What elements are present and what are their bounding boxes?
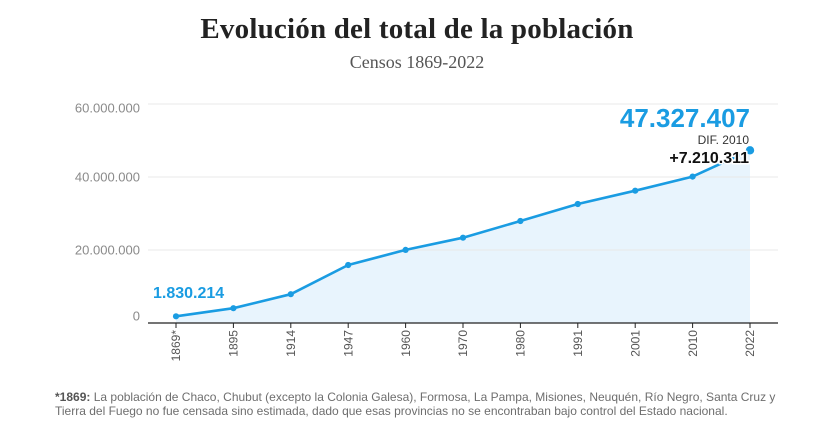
chart-subtitle: Censos 1869-2022 xyxy=(349,52,485,72)
footnote-text: La población de Chaco, Chubut (excepto l… xyxy=(55,390,776,418)
data-point xyxy=(745,146,755,155)
data-point xyxy=(172,313,180,320)
x-tick-label: 1960 xyxy=(399,330,413,357)
data-point xyxy=(574,200,581,208)
diff-value-label: +7.210.311 xyxy=(669,150,749,167)
y-tick-label: 40.000.000 xyxy=(75,170,140,185)
last-value-label: 47.327.407 xyxy=(620,103,750,133)
footnote-label: *1869: xyxy=(55,390,91,404)
data-point xyxy=(689,173,696,180)
x-tick-label: 1914 xyxy=(284,330,298,357)
diff-label: DIF. 2010 xyxy=(698,133,750,147)
data-point xyxy=(230,305,237,312)
x-tick-label: 1869* xyxy=(169,330,183,362)
x-tick-label: 2022 xyxy=(743,330,757,357)
points-layer xyxy=(172,146,755,320)
y-tick-label: 60.000.000 xyxy=(75,101,140,116)
chart-title: Evolución del total de la población xyxy=(200,13,634,45)
y-axis-labels: 0 20.000.000 40.000.000 60.000.000 xyxy=(75,101,140,324)
annotations: 1.830.214 47.327.407 DIF. 2010 +7.210.31… xyxy=(153,103,751,302)
data-point xyxy=(287,291,294,298)
x-tick-label: 1991 xyxy=(571,330,585,357)
data-point xyxy=(632,187,639,194)
data-point xyxy=(345,261,352,269)
x-axis: 1869* 1895 1914 1947 1960 1970 1980 1991 2001 201… xyxy=(148,322,778,362)
x-tick-label: 1895 xyxy=(227,330,241,357)
y-tick-label: 20.000.000 xyxy=(75,243,140,258)
data-point xyxy=(459,234,467,241)
x-tick-label: 1947 xyxy=(341,330,355,357)
data-point xyxy=(517,217,524,225)
x-tick-label: 2010 xyxy=(686,330,700,357)
x-tick-label: 1970 xyxy=(456,330,470,357)
y-tick-label: 0 xyxy=(133,309,140,324)
first-value-label: 1.830.214 xyxy=(153,285,224,302)
grid-layer xyxy=(148,103,778,251)
x-tick-label: 1980 xyxy=(514,330,528,357)
footnote: *1869: La población de Chaco, Chubut (ex… xyxy=(55,390,793,418)
x-tick-label: 2001 xyxy=(628,330,642,357)
data-point xyxy=(402,246,409,253)
